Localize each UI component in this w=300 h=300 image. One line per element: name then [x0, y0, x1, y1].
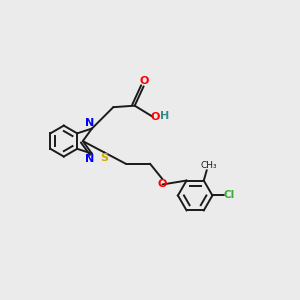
Text: O: O [151, 112, 160, 122]
Text: CH₃: CH₃ [201, 160, 218, 169]
Text: H: H [160, 111, 169, 122]
Text: Cl: Cl [224, 190, 235, 200]
Text: O: O [139, 76, 148, 86]
Text: S: S [100, 153, 108, 163]
Text: N: N [85, 154, 94, 164]
Text: N: N [85, 118, 94, 128]
Text: O: O [158, 179, 167, 190]
